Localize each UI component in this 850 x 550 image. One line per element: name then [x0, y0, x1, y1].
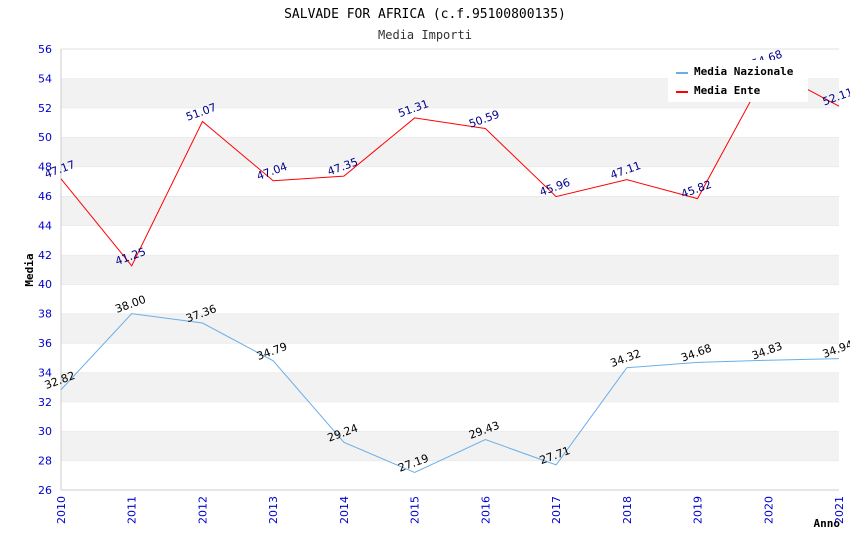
- grid-band: [61, 343, 839, 373]
- x-tick-label: 2018: [621, 496, 634, 524]
- grid-band: [61, 196, 839, 226]
- x-tick-label: 2011: [126, 496, 139, 524]
- grid-band: [61, 225, 839, 255]
- y-tick-label: 56: [38, 43, 52, 56]
- grid-band: [61, 284, 839, 314]
- grid-band: [61, 313, 839, 343]
- chart-subtitle: Media Importi: [378, 28, 472, 42]
- grid-band: [61, 460, 839, 490]
- series-line-media-nazionale: [60, 313, 840, 474]
- grid-band: [61, 107, 839, 138]
- legend-item-media-ente: Media Ente: [694, 84, 761, 97]
- y-tick-labels: 26 28 30 32 34 36 38 40 42 44 46 48 50 52 54 56: [38, 43, 52, 497]
- grid-band: [61, 372, 839, 402]
- grid-band: [61, 137, 839, 167]
- y-tick-label: 54: [38, 72, 52, 85]
- y-tick-label: 52: [38, 102, 52, 115]
- grid-band: [61, 166, 839, 196]
- legend-box: [668, 60, 808, 102]
- x-tick-label: 2021: [833, 496, 846, 524]
- x-tick-label: 2017: [550, 496, 563, 524]
- grid-bands: [61, 48, 839, 490]
- y-axis-label: Media: [23, 253, 36, 286]
- y-tick-label: 46: [38, 190, 52, 203]
- x-tick-label: 2013: [267, 496, 280, 524]
- y-tick-label: 28: [38, 455, 52, 468]
- chart-title: SALVADE FOR AFRICA (c.f.95100800135): [284, 7, 566, 22]
- legend: Media Nazionale Media Ente: [668, 60, 808, 102]
- x-tick-label: 2012: [196, 496, 209, 524]
- y-tick-label: 44: [38, 219, 52, 232]
- x-tick-label: 2014: [338, 496, 351, 524]
- series-lines: [60, 67, 840, 474]
- y-tick-label: 26: [38, 484, 52, 497]
- y-tick-label: 40: [38, 278, 52, 291]
- y-tick-label: 30: [38, 425, 52, 438]
- grid-band: [61, 254, 839, 285]
- y-tick-label: 42: [38, 249, 52, 262]
- y-tick-label: 50: [38, 131, 52, 144]
- x-tick-label: 2019: [692, 496, 705, 524]
- y-tick-label: 38: [38, 308, 52, 321]
- x-tick-label: 2020: [762, 496, 775, 524]
- series-line-media-ente: [60, 67, 840, 267]
- y-tick-label: 48: [38, 161, 52, 174]
- y-tick-label: 34: [38, 366, 52, 379]
- y-tick-label: 32: [38, 396, 52, 409]
- x-tick-label: 2010: [55, 496, 68, 524]
- grid-band: [61, 401, 839, 432]
- x-axis-label: Anno: [814, 517, 841, 530]
- legend-item-media-nazionale: Media Nazionale: [694, 65, 794, 78]
- y-tick-label: 36: [38, 337, 52, 350]
- x-tick-label: 2015: [409, 496, 422, 524]
- axes: [60, 49, 839, 491]
- x-tick-labels: 2010 2011 2012 2013 2014 2015 2016 2017 2018 2019…: [55, 496, 846, 524]
- x-tick-label: 2016: [479, 496, 492, 524]
